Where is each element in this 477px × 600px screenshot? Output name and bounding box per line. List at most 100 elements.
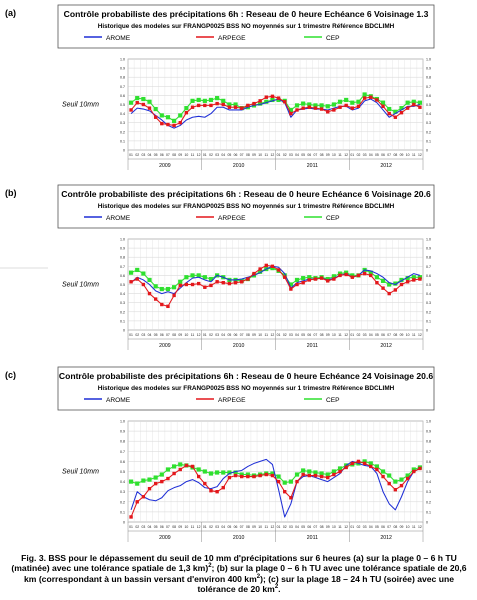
x-tick-label: 10 xyxy=(406,333,410,337)
data-point-cep xyxy=(233,102,238,107)
data-point-arpege xyxy=(393,288,398,292)
data-point-arpege xyxy=(301,106,305,110)
y-tick-label-right: 0.7 xyxy=(426,265,431,269)
data-point-arpege xyxy=(227,281,232,286)
data-point-arpege xyxy=(412,102,416,107)
data-point-arpege xyxy=(295,479,299,484)
data-point-arpege xyxy=(215,280,219,284)
x-tick-label: 09 xyxy=(326,153,330,157)
data-point-cep xyxy=(147,99,152,104)
data-point-cep xyxy=(411,467,416,472)
data-point-arpege xyxy=(307,105,312,109)
data-point-arpege xyxy=(344,465,348,470)
y-tick-label-left: 1.0 xyxy=(120,420,125,424)
x-tick-label: 11 xyxy=(191,333,195,337)
x-tick-label: 09 xyxy=(326,525,330,529)
y-tick-label-right: 0.1 xyxy=(426,319,431,323)
year-label: 2009 xyxy=(159,343,171,349)
x-tick-label: 06 xyxy=(160,333,164,337)
y-tick-label-left: 0.1 xyxy=(120,139,125,143)
data-point-arpege xyxy=(405,476,410,481)
data-point-cep xyxy=(258,269,263,274)
data-point-arpege xyxy=(160,302,164,307)
panel-label: (c) xyxy=(5,370,16,380)
year-label: 2010 xyxy=(233,163,245,169)
data-point-arpege xyxy=(196,474,201,479)
data-point-cep xyxy=(374,464,380,469)
data-point-arpege xyxy=(381,104,385,109)
x-tick-label: 08 xyxy=(393,153,397,157)
x-tick-label: 06 xyxy=(307,525,311,529)
x-tick-label: 08 xyxy=(246,333,250,337)
data-point-arpege xyxy=(276,268,281,272)
data-point-arpege xyxy=(362,96,367,100)
x-tick-label: 04 xyxy=(369,333,373,337)
data-point-arpege xyxy=(190,105,195,109)
x-tick-label: 11 xyxy=(338,525,342,529)
data-point-cep xyxy=(417,100,423,105)
year-label: 2011 xyxy=(307,343,318,349)
data-point-arpege xyxy=(153,297,158,301)
data-point-cep xyxy=(165,467,171,472)
data-point-cep xyxy=(208,97,214,103)
x-tick-label: 07 xyxy=(314,525,318,529)
y-tick-label-right: 1.0 xyxy=(426,420,431,424)
data-point-arpege xyxy=(301,472,305,477)
x-tick-label: 12 xyxy=(271,153,275,157)
data-point-arpege xyxy=(412,469,416,474)
caption-text-4: . xyxy=(278,584,281,595)
x-tick-label: 08 xyxy=(172,153,176,157)
data-point-arpege xyxy=(135,277,139,281)
data-point-cep xyxy=(362,92,367,97)
data-point-arpege xyxy=(178,121,182,125)
data-point-cep xyxy=(350,273,355,278)
x-tick-label: 06 xyxy=(234,525,238,529)
y-tick-label-left: 0 xyxy=(123,329,125,333)
x-tick-label: 04 xyxy=(369,525,373,529)
data-point-cep xyxy=(184,275,189,280)
data-point-cep xyxy=(153,475,158,480)
data-point-cep xyxy=(196,467,201,472)
y-tick-label-right: 0.6 xyxy=(426,274,431,278)
data-point-arpege xyxy=(239,474,244,479)
year-label: 2010 xyxy=(233,343,245,349)
caption-superscript-2: 2 xyxy=(256,573,261,580)
x-tick-label: 05 xyxy=(301,153,305,157)
data-point-arpege xyxy=(319,276,324,280)
x-tick-label: 01 xyxy=(350,153,354,157)
x-tick-label: 01 xyxy=(277,153,281,157)
x-tick-label: 08 xyxy=(320,525,324,529)
y-tick-label-right: 0.5 xyxy=(426,470,431,474)
data-point-arpege xyxy=(289,287,293,291)
x-tick-label: 08 xyxy=(246,153,250,157)
data-point-arpege xyxy=(381,286,385,290)
data-point-arpege xyxy=(375,98,379,102)
legend-label-arome: AROME xyxy=(106,35,131,42)
data-point-arpege xyxy=(246,277,250,281)
data-point-arpege xyxy=(160,121,164,126)
legend-label-arpege: ARPEGE xyxy=(218,35,246,42)
data-point-cep xyxy=(399,477,404,482)
y-tick-label-right: 0.2 xyxy=(426,500,431,504)
x-tick-label: 01 xyxy=(203,525,207,529)
data-point-cep xyxy=(276,474,281,479)
y-tick-label-right: 0.5 xyxy=(426,283,431,287)
x-tick-label: 02 xyxy=(135,153,139,157)
data-point-cep xyxy=(270,471,275,476)
y-tick-label-right: 0.8 xyxy=(426,76,431,80)
data-point-cep xyxy=(264,99,269,104)
x-tick-label: 09 xyxy=(178,333,182,337)
caption-text-1: Fig. 3. BSS pour le dépassement du seuil… xyxy=(11,553,457,574)
data-point-arpege xyxy=(369,464,373,469)
y-tick-label-left: 0.5 xyxy=(120,470,125,474)
data-point-arpege xyxy=(147,486,152,491)
x-tick-label: 12 xyxy=(418,153,422,157)
chart-panel-1: (a) Contrôle probabiliste des précipitati… xyxy=(5,4,435,170)
x-tick-label: 09 xyxy=(400,525,404,529)
data-point-arpege xyxy=(184,110,189,115)
data-point-arpege xyxy=(338,105,342,109)
chart-title: Contrôle probabiliste des précipitations… xyxy=(59,371,433,381)
x-tick-label: 03 xyxy=(289,525,293,529)
x-tick-label: 07 xyxy=(314,333,318,337)
y-tick-label-left: 0.7 xyxy=(120,265,125,269)
